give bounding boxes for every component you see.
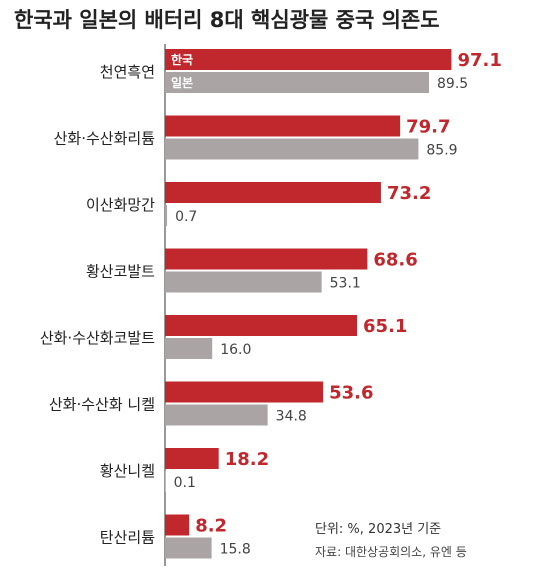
bar-japan [165,471,166,492]
category-label: 황산니켈 [100,462,155,480]
bar-japan [165,271,322,293]
category-label: 산화·수산화리튬 [54,130,155,148]
value-label-korea: 18.2 [225,449,269,470]
bar-japan [165,404,268,426]
value-label-korea: 65.1 [363,316,407,337]
source-note: 자료: 대한상공회의소, 유엔 등 [315,545,467,559]
value-label-japan: 16.0 [220,342,251,358]
bar-korea [165,115,401,137]
legend-korea: 한국 [171,52,193,67]
value-label-korea: 53.6 [329,383,373,404]
value-label-korea: 68.6 [373,250,417,271]
bar-korea [165,514,190,536]
bar-korea [165,248,368,270]
value-label-japan: 89.5 [437,76,468,92]
bar-japan [165,537,212,559]
bar-korea [165,381,324,403]
category-label: 산화·수산화 니켈 [49,396,155,414]
bar-korea [165,49,452,70]
value-label-korea: 73.2 [387,183,431,204]
value-label-japan: 0.7 [175,209,197,225]
bar-japan [165,72,430,93]
category-label: 천연흑연 [100,63,155,81]
unit-note: 단위: %, 2023년 기준 [315,522,441,537]
value-label-japan: 85.9 [426,143,457,159]
category-label: 탄산리튬 [100,529,155,547]
bar-korea [165,448,219,469]
value-label-japan: 0.1 [174,475,196,491]
value-label-korea: 97.1 [457,50,501,71]
bar-korea [165,315,358,336]
chart-title: 한국과 일본의 배터리 8대 핵심광물 중국 의존도 [14,8,440,32]
value-label-japan: 53.1 [330,276,361,292]
legend-japan: 일본 [171,76,193,90]
bar-japan [165,205,168,226]
value-label-japan: 15.8 [220,542,251,558]
category-label: 산화·수산화코발트 [40,329,155,347]
category-label: 이산화망간 [86,196,155,214]
value-label-korea: 8.2 [195,516,227,537]
value-label-korea: 79.7 [406,117,450,138]
value-label-japan: 34.8 [276,409,307,425]
bar-japan [165,338,213,359]
category-label: 황산코발트 [86,263,155,281]
bar-korea [165,182,381,203]
bar-japan [165,138,419,160]
